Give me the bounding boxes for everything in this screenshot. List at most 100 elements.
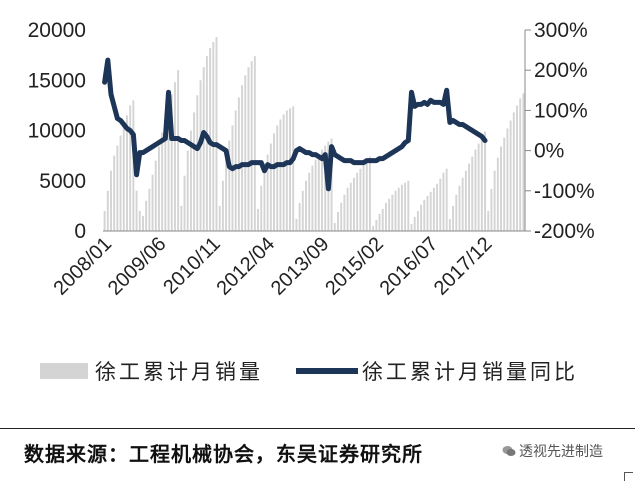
bar — [170, 94, 173, 231]
bar — [292, 106, 295, 231]
bar — [151, 174, 154, 231]
bar — [416, 210, 419, 231]
bar — [234, 110, 237, 231]
bar — [477, 143, 480, 231]
bar — [305, 180, 307, 231]
bar — [487, 210, 490, 231]
bar — [407, 180, 410, 231]
bar — [388, 198, 391, 231]
bar — [308, 172, 311, 231]
x-tick-label: 2015/02 — [321, 233, 388, 300]
x-tick-label: 2010/11 — [159, 233, 225, 299]
legend-swatch-bar — [40, 363, 88, 379]
bar — [378, 213, 381, 231]
bar — [269, 143, 272, 231]
bar — [346, 187, 349, 231]
bar — [148, 188, 151, 231]
bar — [215, 37, 218, 231]
bar — [119, 135, 122, 231]
x-tick-label: 2017/12 — [430, 233, 497, 300]
bar — [522, 93, 525, 231]
bar — [314, 159, 317, 231]
bar — [157, 146, 160, 231]
watermark-text: 透视先进制造 — [519, 444, 603, 460]
bar — [365, 160, 368, 231]
bar — [506, 128, 509, 231]
left-axis-ticks: 20000 15000 10000 5000 0 — [28, 19, 86, 243]
bar — [423, 199, 426, 231]
bar — [464, 170, 467, 231]
bar — [177, 70, 180, 231]
bar — [500, 146, 502, 231]
x-tick-label: 2012/04 — [212, 233, 279, 300]
bar — [461, 177, 464, 231]
bar — [420, 204, 423, 231]
bar — [164, 120, 167, 231]
bar — [282, 114, 285, 231]
bar — [253, 56, 256, 231]
bar — [196, 95, 199, 231]
bar — [356, 172, 359, 231]
bar — [391, 194, 394, 231]
bar — [448, 218, 451, 231]
bar — [490, 188, 493, 231]
chart: 20000 15000 10000 5000 0 300% 200% 100% 0% -100%… — [28, 19, 595, 384]
bar — [353, 177, 355, 231]
bar — [474, 149, 477, 231]
bar — [400, 184, 403, 231]
bar — [122, 125, 125, 231]
y-left-tick-label: 15000 — [28, 69, 86, 92]
y-right-tick-label: 200% — [534, 59, 588, 82]
bar — [266, 154, 269, 231]
y-left-tick-label: 20000 — [28, 19, 86, 42]
bar — [496, 157, 499, 231]
bar — [509, 120, 512, 231]
bar — [404, 182, 407, 231]
y-right-tick-label: 300% — [534, 19, 588, 42]
bar — [273, 133, 275, 231]
bar — [279, 119, 282, 231]
bar — [333, 222, 336, 231]
bar — [218, 205, 221, 232]
bar — [250, 61, 253, 231]
bar — [247, 67, 250, 231]
bar — [260, 185, 263, 231]
bar — [180, 205, 183, 232]
bar — [135, 190, 138, 231]
bar — [503, 137, 506, 231]
bar — [205, 56, 208, 231]
bar — [455, 194, 458, 231]
bar — [186, 150, 189, 231]
bar — [337, 211, 339, 231]
bar — [340, 202, 343, 231]
bar — [362, 164, 365, 231]
source-divider — [0, 428, 635, 429]
bar — [116, 145, 119, 231]
bar — [343, 194, 346, 231]
bar — [193, 112, 196, 231]
bar — [113, 155, 116, 232]
bar — [110, 170, 112, 231]
line-series-yoy — [102, 57, 488, 192]
bar — [138, 210, 141, 231]
wechat-icon — [502, 446, 516, 456]
right-axis-ticks: 300% 200% 100% 0% -100% -200% — [525, 19, 595, 243]
bar — [231, 125, 234, 231]
bar — [330, 138, 333, 231]
bar — [480, 137, 483, 231]
y-left-tick-label: 10000 — [28, 120, 86, 143]
bar — [183, 175, 186, 231]
bar — [289, 108, 291, 231]
x-axis-ticks: 2008/012009/062010/112012/042013/092015/… — [49, 233, 496, 300]
bar — [212, 42, 215, 232]
bar — [368, 156, 371, 231]
bar — [103, 210, 106, 231]
bar — [311, 165, 314, 231]
corner-mark — [624, 472, 633, 481]
bar — [436, 183, 439, 231]
bar — [413, 216, 416, 231]
bar — [106, 190, 109, 231]
bar — [154, 160, 157, 231]
bar — [375, 219, 378, 231]
bar — [484, 131, 486, 231]
